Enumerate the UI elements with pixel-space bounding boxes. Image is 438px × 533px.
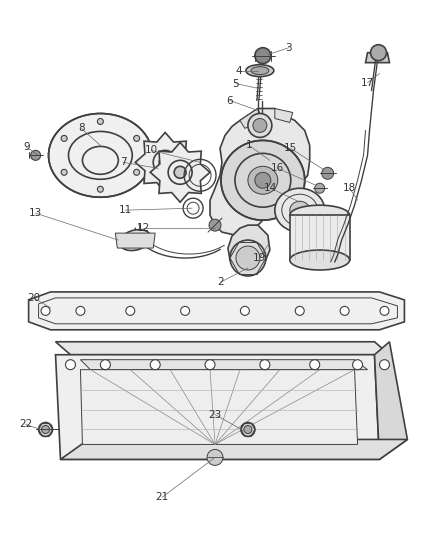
Circle shape <box>240 306 249 316</box>
Circle shape <box>371 45 386 61</box>
Circle shape <box>100 360 110 370</box>
Polygon shape <box>135 132 195 192</box>
Ellipse shape <box>275 188 325 232</box>
Polygon shape <box>81 360 367 370</box>
Text: 22: 22 <box>19 419 32 430</box>
Circle shape <box>241 423 255 437</box>
Ellipse shape <box>290 205 350 225</box>
Ellipse shape <box>248 166 278 194</box>
Text: 23: 23 <box>208 409 222 419</box>
Circle shape <box>340 306 349 316</box>
Circle shape <box>180 306 190 316</box>
Circle shape <box>42 425 49 433</box>
Ellipse shape <box>221 140 305 220</box>
Text: 17: 17 <box>361 78 374 87</box>
Polygon shape <box>374 342 407 459</box>
Circle shape <box>205 360 215 370</box>
Circle shape <box>255 47 271 63</box>
Polygon shape <box>56 355 379 459</box>
Circle shape <box>31 150 41 160</box>
Polygon shape <box>28 292 404 330</box>
Ellipse shape <box>290 201 310 219</box>
Text: 14: 14 <box>264 183 277 193</box>
Circle shape <box>41 306 50 316</box>
Circle shape <box>174 166 186 178</box>
Circle shape <box>76 306 85 316</box>
Circle shape <box>134 135 140 141</box>
Text: 15: 15 <box>284 143 297 154</box>
Ellipse shape <box>246 64 274 77</box>
Text: 4: 4 <box>236 66 242 76</box>
Text: 10: 10 <box>145 146 158 155</box>
Circle shape <box>61 169 67 175</box>
Polygon shape <box>150 142 210 202</box>
Ellipse shape <box>120 230 151 251</box>
Circle shape <box>353 360 363 370</box>
Text: 5: 5 <box>233 78 239 88</box>
Polygon shape <box>81 370 357 445</box>
Ellipse shape <box>255 172 271 188</box>
Text: 18: 18 <box>343 183 356 193</box>
Text: 19: 19 <box>253 253 266 263</box>
Polygon shape <box>366 53 389 63</box>
Circle shape <box>97 186 103 192</box>
Circle shape <box>150 360 160 370</box>
Circle shape <box>236 246 260 270</box>
Polygon shape <box>115 233 155 248</box>
Text: 11: 11 <box>119 205 132 215</box>
Circle shape <box>66 360 75 370</box>
Text: 12: 12 <box>137 223 150 233</box>
Circle shape <box>61 135 67 141</box>
Circle shape <box>209 219 221 231</box>
Circle shape <box>39 423 53 437</box>
Circle shape <box>321 167 334 179</box>
Circle shape <box>295 306 304 316</box>
Text: 16: 16 <box>271 163 284 173</box>
Polygon shape <box>228 225 270 275</box>
Ellipse shape <box>49 114 152 197</box>
Polygon shape <box>60 439 407 459</box>
Text: 20: 20 <box>27 293 40 303</box>
Ellipse shape <box>251 67 269 75</box>
Polygon shape <box>275 109 293 123</box>
Text: 1: 1 <box>246 140 252 150</box>
Polygon shape <box>210 109 310 235</box>
Circle shape <box>248 114 272 138</box>
Circle shape <box>159 156 171 168</box>
Text: 7: 7 <box>120 157 127 167</box>
Polygon shape <box>56 342 389 355</box>
Circle shape <box>310 360 320 370</box>
Circle shape <box>314 183 325 193</box>
Text: 2: 2 <box>218 277 224 287</box>
Circle shape <box>253 118 267 132</box>
Circle shape <box>230 240 266 276</box>
Text: 8: 8 <box>78 124 85 133</box>
Circle shape <box>260 360 270 370</box>
Circle shape <box>244 425 252 433</box>
Polygon shape <box>290 215 350 260</box>
Text: 13: 13 <box>29 208 42 218</box>
Text: 6: 6 <box>226 95 233 106</box>
Circle shape <box>207 449 223 465</box>
Text: 9: 9 <box>23 142 30 152</box>
Circle shape <box>379 360 389 370</box>
Polygon shape <box>240 109 262 128</box>
Ellipse shape <box>290 250 350 270</box>
Circle shape <box>126 306 135 316</box>
Circle shape <box>97 118 103 124</box>
Circle shape <box>134 169 140 175</box>
Text: 21: 21 <box>155 492 169 502</box>
Text: 3: 3 <box>286 43 292 53</box>
Circle shape <box>380 306 389 316</box>
